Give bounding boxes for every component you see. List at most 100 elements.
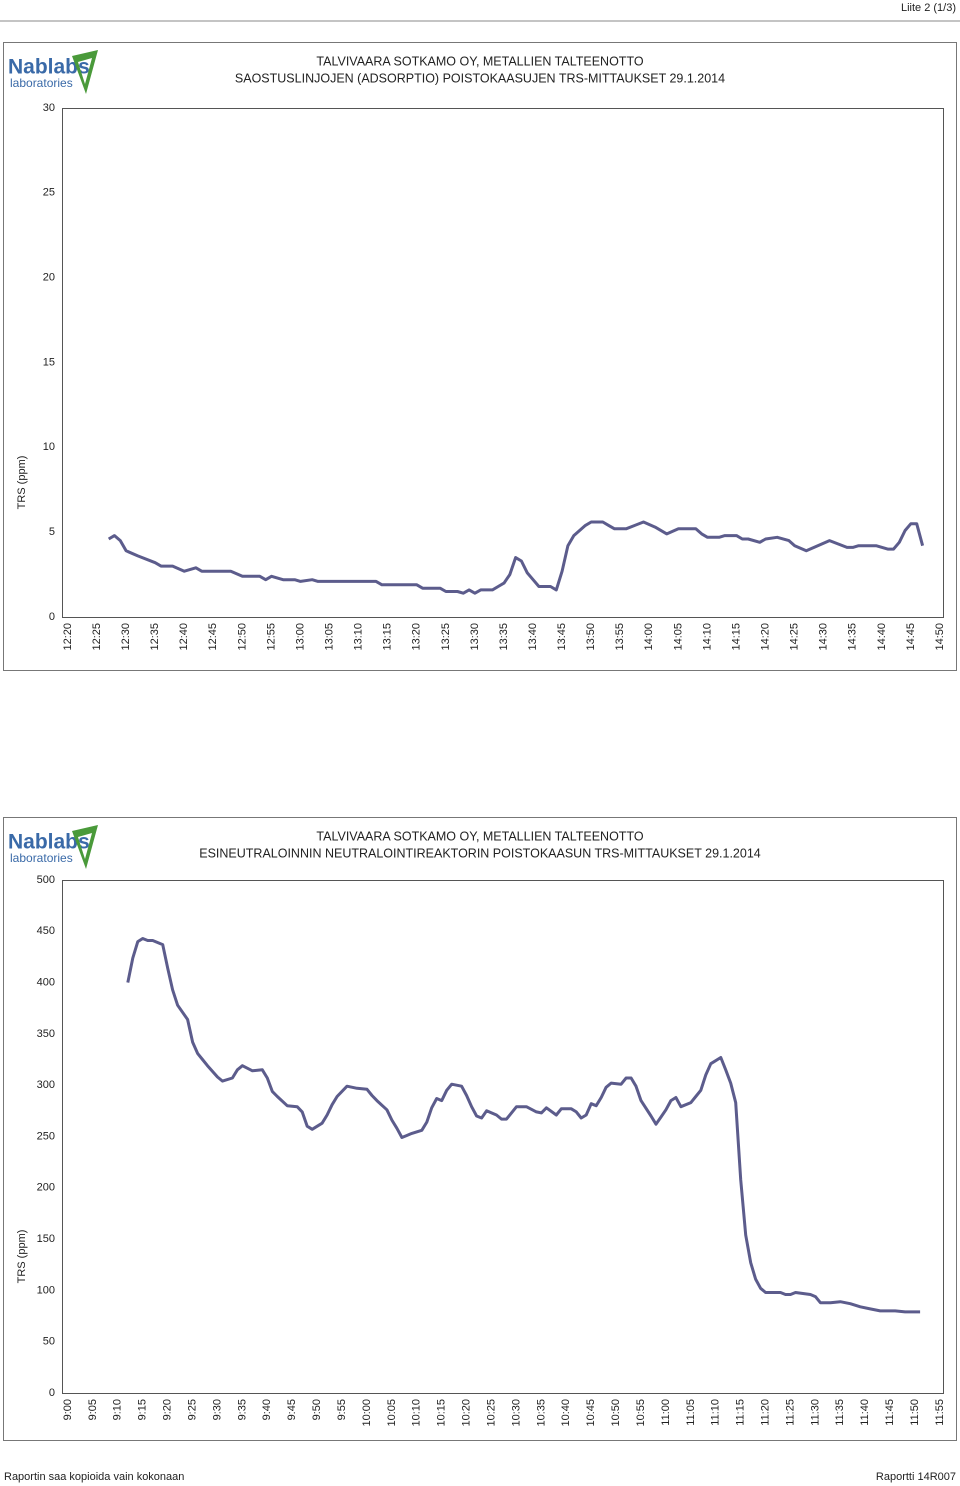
- x-tick-label: 11:30: [809, 1399, 821, 1426]
- x-tick-label: 9:15: [137, 1399, 149, 1420]
- x-tick-label: 14:15: [730, 623, 742, 651]
- x-tick-label: 10:45: [585, 1399, 597, 1427]
- x-tick-label: 9:00: [62, 1399, 74, 1420]
- x-tick-label: 11:15: [735, 1399, 747, 1426]
- y-tick-label: 450: [37, 925, 55, 937]
- x-tick-label: 13:35: [498, 623, 510, 651]
- chart-title: TALVIVAARA SOTKAMO OY, METALLIEN TALTEEN…: [316, 54, 643, 68]
- x-tick-label: 9:05: [87, 1399, 99, 1420]
- x-tick-label: 13:20: [411, 623, 423, 651]
- x-tick-label: 9:50: [311, 1399, 323, 1420]
- x-tick-label: 10:10: [411, 1399, 423, 1427]
- x-tick-label: 11:25: [784, 1399, 796, 1426]
- plot-area: [62, 880, 944, 1394]
- x-tick-label: 13:05: [324, 623, 336, 651]
- y-tick-label: 0: [49, 611, 55, 623]
- x-tick-label: 11:10: [710, 1399, 722, 1426]
- x-tick-label: 13:15: [382, 623, 394, 651]
- x-tick-label: 12:45: [207, 623, 219, 651]
- x-tick-label: 12:20: [62, 623, 74, 651]
- y-tick-label: 500: [37, 874, 55, 886]
- logo-sub: laboratories: [10, 851, 73, 865]
- x-tick-label: 14:50: [934, 623, 946, 651]
- x-tick-label: 10:40: [560, 1399, 572, 1427]
- y-axis-label: TRS (ppm): [16, 1230, 28, 1284]
- x-tick-label: 13:50: [585, 623, 597, 651]
- y-tick-label: 30: [43, 102, 55, 114]
- x-tick-label: 14:00: [643, 623, 655, 651]
- y-tick-label: 20: [43, 272, 55, 284]
- x-tick-label: 14:05: [672, 623, 684, 651]
- x-tick-label: 9:10: [112, 1399, 124, 1420]
- x-tick-label: 10:35: [535, 1399, 547, 1427]
- x-tick-label: 13:40: [527, 623, 539, 651]
- logo-icon: [72, 825, 98, 869]
- y-tick-label: 400: [37, 977, 55, 989]
- x-tick-label: 13:00: [294, 623, 306, 651]
- page-number: Liite 2 (1/3): [901, 2, 956, 14]
- x-tick-label: 12:55: [265, 623, 277, 651]
- x-tick-label: 9:55: [336, 1399, 348, 1420]
- chart-frame: [3, 42, 957, 671]
- x-tick-label: 11:35: [834, 1399, 846, 1426]
- data-line: [126, 937, 921, 1314]
- x-tick-label: 10:30: [510, 1399, 522, 1427]
- footer-right: Raportti 14R007: [876, 1471, 956, 1483]
- x-tick-label: 11:45: [884, 1399, 896, 1426]
- x-tick-label: 9:35: [236, 1399, 248, 1420]
- y-axis-label: TRS (ppm): [16, 456, 28, 510]
- x-tick-label: 11:50: [909, 1399, 921, 1426]
- x-tick-label: 13:55: [614, 623, 626, 651]
- x-tick-label: 13:25: [440, 623, 452, 651]
- x-tick-label: 11:05: [685, 1399, 697, 1426]
- x-tick-label: 14:10: [701, 623, 713, 651]
- x-tick-label: 12:40: [178, 623, 190, 651]
- x-tick-label: 12:50: [236, 623, 248, 651]
- y-tick-label: 15: [43, 356, 55, 368]
- x-tick-label: 9:45: [286, 1399, 298, 1420]
- x-tick-label: 10:25: [485, 1399, 497, 1427]
- x-tick-label: 12:35: [149, 623, 161, 651]
- x-tick-label: 13:10: [353, 623, 365, 651]
- x-tick-label: 9:25: [186, 1399, 198, 1420]
- x-tick-label: 9:20: [162, 1399, 174, 1420]
- y-tick-label: 25: [43, 187, 55, 199]
- logo-sub: laboratories: [10, 76, 73, 90]
- x-tick-label: 9:40: [261, 1399, 273, 1420]
- x-tick-label: 14:45: [905, 623, 917, 651]
- y-tick-label: 100: [37, 1284, 55, 1296]
- x-tick-label: 10:55: [635, 1399, 647, 1427]
- x-tick-label: 10:05: [386, 1399, 398, 1427]
- x-tick-label: 12:25: [91, 623, 103, 651]
- plot-area: [62, 108, 944, 618]
- logo-name: Nablabs: [8, 831, 90, 854]
- y-tick-label: 0: [49, 1387, 55, 1399]
- chart-subtitle: SAOSTUSLINJOJEN (ADSORPTIO) POISTOKAASUJ…: [235, 71, 725, 85]
- x-tick-label: 10:15: [436, 1399, 448, 1427]
- y-tick-label: 200: [37, 1182, 55, 1194]
- chart-frame: [3, 817, 957, 1441]
- x-tick-label: 14:30: [818, 623, 830, 651]
- chart-subtitle: ESINEUTRALOINNIN NEUTRALOINTIREAKTORIN P…: [199, 846, 761, 860]
- data-line: [107, 520, 925, 595]
- x-tick-label: 11:55: [934, 1399, 946, 1426]
- x-tick-label: 14:25: [789, 623, 801, 651]
- y-tick-label: 5: [49, 526, 55, 538]
- x-tick-label: 10:50: [610, 1399, 622, 1427]
- y-tick-label: 350: [37, 1028, 55, 1040]
- x-tick-label: 10:00: [361, 1399, 373, 1427]
- x-tick-label: 13:45: [556, 623, 568, 651]
- y-tick-label: 300: [37, 1079, 55, 1091]
- x-tick-label: 11:00: [660, 1399, 672, 1426]
- x-tick-label: 10:20: [461, 1399, 473, 1427]
- x-tick-label: 14:40: [876, 623, 888, 651]
- x-tick-label: 13:30: [469, 623, 481, 651]
- y-tick-label: 10: [43, 441, 55, 453]
- x-tick-label: 11:20: [760, 1399, 772, 1426]
- x-tick-label: 12:30: [120, 623, 132, 651]
- x-tick-label: 14:20: [760, 623, 772, 651]
- chart-title: TALVIVAARA SOTKAMO OY, METALLIEN TALTEEN…: [316, 829, 643, 843]
- x-tick-label: 14:35: [847, 623, 859, 651]
